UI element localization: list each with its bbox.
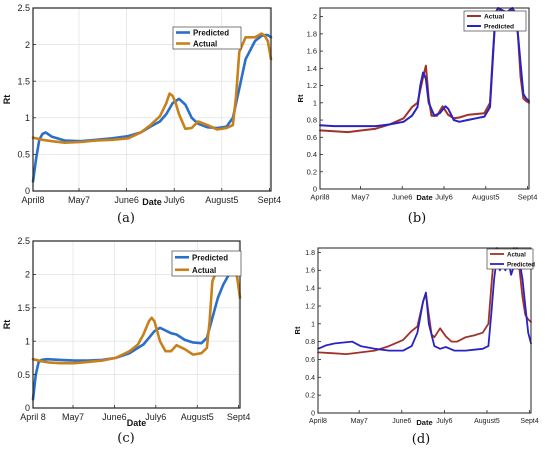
y-tick-label: 1.2 bbox=[305, 303, 315, 310]
y-tick-label: 1.6 bbox=[307, 47, 317, 56]
plot-frame bbox=[317, 247, 532, 414]
x-tick-label: Sept4 bbox=[518, 193, 538, 202]
legend-entry: Predicted bbox=[484, 24, 514, 31]
x-tick-label: July6 bbox=[145, 412, 166, 422]
x-axis-label: Date bbox=[416, 193, 432, 202]
y-tick-label: 1.5 bbox=[17, 76, 30, 86]
y-tick-label: 0.8 bbox=[305, 339, 315, 346]
y-tick-label: 0.2 bbox=[307, 167, 317, 176]
x-tick-label: June6 bbox=[392, 193, 412, 202]
x-tick-label: Sept4 bbox=[227, 412, 251, 422]
legend: Actual Predicted bbox=[463, 10, 527, 32]
y-tick-label: 1.4 bbox=[305, 286, 315, 293]
x-axis-label: Date bbox=[142, 197, 162, 207]
x-tick-label: May7 bbox=[351, 418, 368, 425]
y-tick-label: 1.5 bbox=[17, 303, 30, 313]
y-tick-label: 0 bbox=[311, 410, 315, 417]
y-axis-label: Rt bbox=[2, 320, 12, 330]
chart-panel-b: April8 May7 June6 July6 August5 Sept4 0 0.2 0.4 0… bbox=[296, 7, 538, 226]
y-tick-label: 0 bbox=[25, 403, 30, 413]
x-tick-label: April 8 bbox=[20, 412, 46, 422]
x-tick-label: August5 bbox=[472, 193, 500, 202]
x-tick-label: April8 bbox=[309, 418, 327, 425]
x-tick-label: August5 bbox=[181, 412, 214, 422]
legend-entry: Predicted bbox=[507, 261, 535, 268]
legend-entry: Predicted bbox=[192, 253, 228, 262]
y-tick-label: 0.8 bbox=[307, 116, 317, 125]
x-axis-label: Date bbox=[127, 418, 147, 428]
y-tick-label: 1.4 bbox=[307, 64, 317, 73]
y-tick-label: 0.4 bbox=[305, 375, 315, 382]
x-tick-label: June6 bbox=[102, 412, 127, 422]
legend-box bbox=[171, 250, 242, 277]
y-tick-label: 1 bbox=[25, 113, 30, 123]
legend-entry: Predicted bbox=[193, 29, 229, 38]
y-tick-label: 0.5 bbox=[17, 150, 30, 160]
y-axis-label: Rt bbox=[293, 326, 302, 334]
x-tick-label: August5 bbox=[474, 418, 500, 425]
legend: Predicted Actual bbox=[171, 250, 242, 277]
y-tick-label: 0.6 bbox=[307, 133, 317, 142]
y-tick-label: 0.4 bbox=[307, 150, 317, 159]
x-tick-label: May7 bbox=[68, 195, 90, 205]
legend-entry: Actual bbox=[484, 14, 504, 21]
panel-label: (a) bbox=[117, 211, 135, 226]
y-tick-label: 1.2 bbox=[307, 81, 317, 90]
x-tick-label: June6 bbox=[392, 418, 411, 425]
x-tick-label: July6 bbox=[164, 195, 185, 205]
x-tick-label: June6 bbox=[114, 195, 139, 205]
y-tick-label: 1.8 bbox=[307, 29, 317, 38]
chart-panel-c: April 8 May7 June6 July6 August5 Sept4 0 0.5 1 1.… bbox=[2, 236, 250, 446]
y-tick-label: 2 bbox=[25, 270, 30, 280]
y-axis-label: Rt bbox=[2, 95, 12, 105]
x-tick-label: April8 bbox=[21, 195, 44, 205]
legend-entry: Actual bbox=[507, 251, 526, 258]
chart-panel-a: April8 May7 June6 July6 August5 Sept4 0 0.5 1 1.5… bbox=[2, 3, 281, 226]
plot-frame bbox=[32, 240, 241, 409]
x-tick-label: May7 bbox=[62, 412, 84, 422]
y-tick-label: 0.6 bbox=[305, 357, 315, 364]
y-tick-label: 2 bbox=[25, 40, 30, 50]
y-tick-label: 0.5 bbox=[17, 370, 30, 380]
x-tick-label: May7 bbox=[351, 193, 369, 202]
x-tick-label: August5 bbox=[205, 195, 238, 205]
x-tick-label: July6 bbox=[435, 193, 453, 202]
legend: Actual Predicted bbox=[486, 248, 535, 270]
legend-entry: Actual bbox=[193, 40, 217, 49]
legend: Predicted Actual bbox=[172, 26, 242, 50]
series-line-actual bbox=[31, 32, 273, 144]
y-tick-label: 2.5 bbox=[17, 236, 30, 246]
x-tick-label: July6 bbox=[436, 418, 452, 425]
panel-label: (b) bbox=[408, 211, 426, 226]
y-tick-label: 0.2 bbox=[305, 393, 315, 400]
x-tick-label: Sept4 bbox=[258, 195, 282, 205]
y-axis-label: Rt bbox=[296, 94, 305, 102]
y-tick-label: 0 bbox=[25, 186, 30, 196]
y-tick-label: 2.5 bbox=[17, 3, 30, 13]
series-line-predicted bbox=[319, 7, 530, 128]
series-line-predicted bbox=[31, 33, 273, 183]
y-tick-label: 1 bbox=[311, 321, 315, 328]
y-tick-label: 2 bbox=[313, 12, 317, 21]
x-tick-label: Sept4 bbox=[520, 418, 538, 425]
panel-label: (d) bbox=[412, 432, 430, 447]
legend-entry: Actual bbox=[192, 266, 216, 275]
x-axis-label: Date bbox=[416, 418, 432, 427]
x-tick-label: April8 bbox=[310, 193, 329, 202]
y-tick-label: 0 bbox=[313, 185, 317, 194]
plot-frame bbox=[319, 7, 530, 190]
chart-panel-d: April8 May7 June6 July6 August5 Sept4 0 0.2 0.4 0… bbox=[293, 247, 539, 447]
plot-area bbox=[320, 8, 529, 189]
y-tick-label: 1.6 bbox=[305, 268, 315, 275]
plot-area bbox=[318, 248, 531, 413]
y-tick-label: 1.8 bbox=[305, 250, 315, 257]
y-tick-label: 1 bbox=[25, 336, 30, 346]
plot-frame bbox=[32, 7, 272, 192]
y-tick-label: 1 bbox=[313, 98, 317, 107]
panel-label: (c) bbox=[117, 431, 134, 446]
